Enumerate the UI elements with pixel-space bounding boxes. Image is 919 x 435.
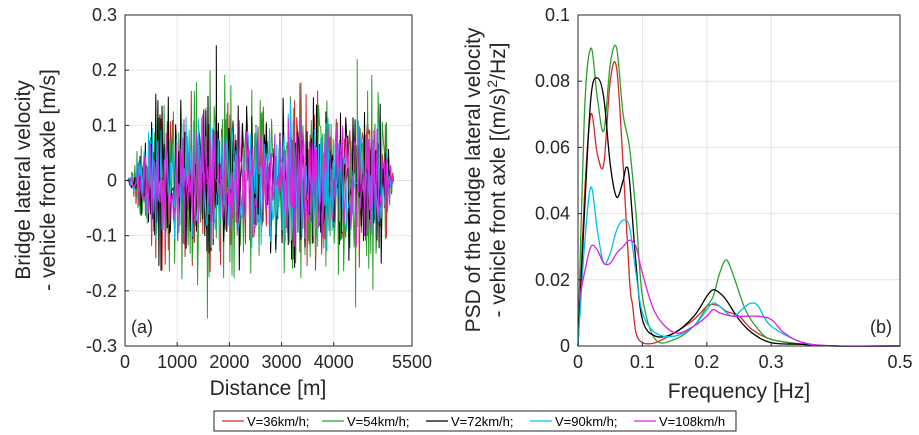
chart-b-y-ticks: 0.1 0.08 0.06 0.04 0.02 0 [535, 5, 582, 356]
chart-a-series-line [127, 114, 395, 248]
chart-a-series-line [127, 101, 395, 252]
chart-a-panel-label: (a) [131, 317, 153, 337]
chart-b-series-line [577, 77, 901, 347]
chart-b-y-tick-label: 0.06 [535, 137, 570, 157]
legend-label: V=54km/h; [347, 414, 410, 429]
chart-b: 0 0.1 0.2 0.3 0.5 0.1 0.08 0.06 0.04 0.02 0 (b) F… [462, 5, 913, 403]
chart-a-y-axis-label-line2: - vehicle front axle [m/s] [37, 69, 60, 291]
chart-b-y-axis-label-line1: PSD of the bridge lateral velocity [462, 27, 485, 332]
chart-b-y-tick-label: 0.04 [535, 204, 570, 224]
legend-label: V=36km/h; [247, 414, 310, 429]
chart-b-x-ticks: 0 0.1 0.2 0.3 0.5 [573, 342, 913, 372]
chart-b-y-tick-label: 0 [560, 336, 570, 356]
chart-a-y-tick-label: -0.1 [86, 226, 117, 246]
chart-b-series-line [577, 239, 901, 347]
chart-b-series-line [577, 61, 901, 347]
chart-a-y-tick-label: 0.2 [92, 60, 117, 80]
chart-a-x-tick-label: 2000 [209, 352, 249, 372]
chart-b-y-tick-label: 0.1 [545, 5, 570, 25]
chart-b-y-axis-label-line2-pre: - vehicle front axle [(m/s) [487, 88, 510, 318]
legend-label: V=108km/h [659, 414, 725, 429]
chart-a-y-ticks: 0.3 0.2 0.1 0 -0.1 -0.2 -0.3 [86, 5, 129, 356]
chart-b-y-tick-label: 0.02 [535, 270, 570, 290]
chart-b-x-tick-label: 0.3 [759, 352, 784, 372]
chart-a-y-tick-label: 0 [107, 171, 117, 191]
chart-a-series [127, 45, 395, 319]
chart-a-y-tick-label: 0.3 [92, 5, 117, 25]
chart-b-x-tick-label: 0.1 [630, 352, 655, 372]
chart-a-x-tick-label: 1000 [157, 352, 197, 372]
legend-label: V=90km/h; [555, 414, 618, 429]
chart-a-y-tick-label: 0.1 [92, 115, 117, 135]
chart-b-y-axis-label-line2: - vehicle front axle [(m/s)2/Hz] [484, 42, 510, 317]
chart-a-y-tick-label: -0.3 [86, 336, 117, 356]
chart-b-panel-label: (b) [870, 317, 892, 337]
chart-a-x-tick-label: 3000 [262, 352, 302, 372]
chart-a: 0 1000 2000 3000 4000 5500 0.3 0.2 0.1 0 -0.1 -0.2… [12, 5, 432, 400]
chart-b-x-tick-label: 0 [573, 352, 583, 372]
chart-a-x-tick-label: 5500 [392, 352, 432, 372]
chart-b-x-tick-label: 0.5 [887, 352, 912, 372]
chart-b-x-axis-label: Frequency [Hz] [668, 380, 810, 403]
legend-items: V=36km/h; V=54km/h; V=72km/h; V=90km/h; V=10… [222, 414, 725, 429]
chart-b-series-line [577, 44, 901, 347]
chart-b-x-tick-label: 0.2 [694, 352, 719, 372]
legend-label: V=72km/h; [451, 414, 514, 429]
chart-b-y-tick-label: 0.08 [535, 71, 570, 91]
chart-b-frame [577, 14, 901, 347]
legend-box [213, 410, 737, 432]
chart-a-x-tick-label: 0 [120, 352, 130, 372]
chart-a-x-ticks: 0 1000 2000 3000 4000 5500 [120, 342, 432, 372]
chart-b-y-axis-label-line2-post: /Hz] [487, 42, 510, 79]
chart-a-y-tick-label: -0.2 [86, 281, 117, 301]
chart-a-x-tick-label: 4000 [314, 352, 354, 372]
chart-a-y-axis-label-line1: Bridge lateral velocity [12, 80, 35, 280]
chart-b-y-axis-label-line2-sup: 2 [484, 80, 500, 88]
chart-b-series [577, 44, 901, 347]
chart-a-x-axis-label: Distance [m] [210, 377, 327, 400]
legend: V=36km/h; V=54km/h; V=72km/h; V=90km/h; V=10… [213, 410, 737, 432]
